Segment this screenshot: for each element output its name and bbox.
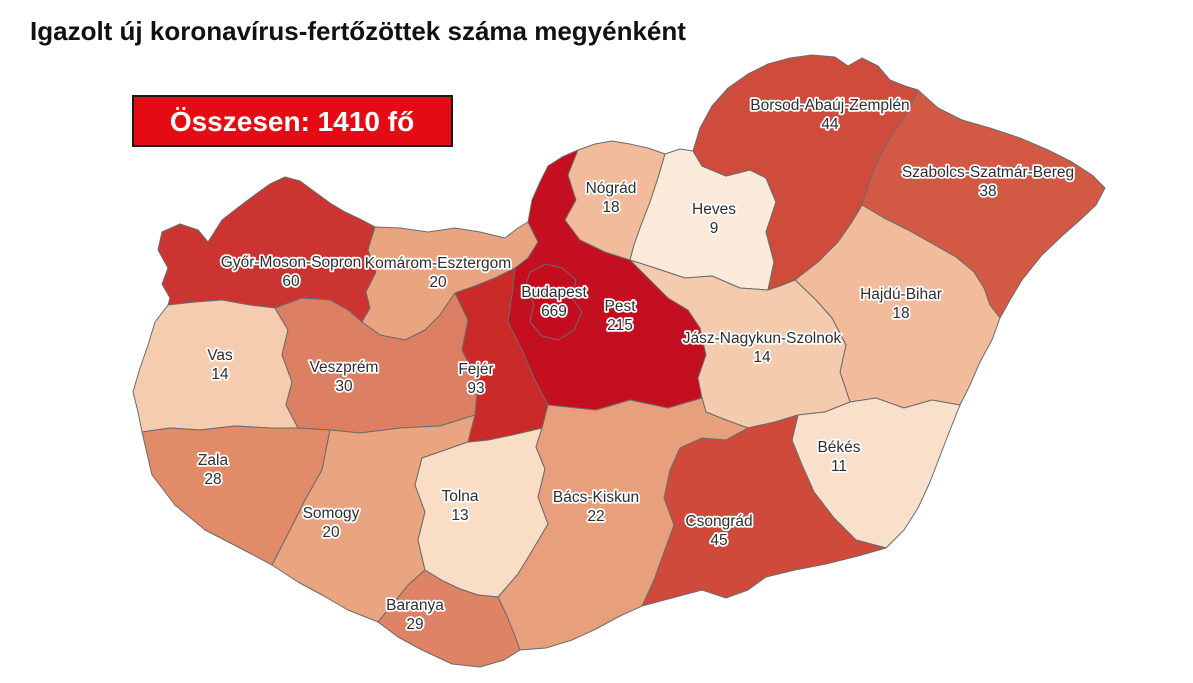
county-label-pest: Pest 215 (603, 296, 638, 336)
county-label-zala: Zala 28 (196, 450, 230, 490)
county-value: 11 (831, 458, 847, 475)
county-value: 18 (892, 305, 909, 322)
county-label-csongrad: Csongrád 45 (684, 511, 755, 551)
county-value: 13 (451, 507, 468, 524)
county-value: 14 (211, 366, 229, 383)
county-label-vas: Vas 14 (205, 345, 234, 385)
county-label-komarom-esztergom: Komárom-Esztergom 20 (363, 253, 513, 293)
county-label-heves: Heves 9 (690, 199, 738, 239)
county-value: 20 (322, 524, 340, 541)
county-name: Bács-Kiskun (553, 489, 639, 506)
county-name: Veszprém (310, 359, 379, 376)
county-value: 215 (607, 317, 633, 334)
county-name: Hajdú-Bihar (860, 286, 942, 303)
county-name: Nógrád (586, 180, 637, 197)
county-label-bekes: Békés 11 (816, 437, 863, 477)
county-value: 60 (282, 273, 300, 290)
county-label-tolna: Tolna 13 (440, 486, 481, 526)
county-shape-baranya (377, 569, 521, 668)
county-label-fejer: Fejér 93 (457, 359, 496, 399)
county-labels: Győr-Moson-Sopron 60 Komárom-Esztergom 2… (196, 95, 1076, 635)
county-value: 93 (467, 380, 484, 397)
county-name: Tolna (441, 488, 478, 505)
county-name: Vas (207, 347, 233, 364)
county-name: Jász-Nagykun-Szolnok (683, 330, 842, 347)
county-value: 44 (821, 116, 839, 133)
total-badge: Összesen: 1410 fő (132, 95, 453, 147)
page-title: Igazolt új koronavírus-fertőzöttek száma… (30, 16, 686, 46)
county-label-veszprem: Veszprém 30 (308, 357, 380, 397)
county-label-hajdu-bihar: Hajdú-Bihar 18 (858, 284, 943, 324)
county-value: 18 (602, 199, 619, 216)
total-badge-label: Összesen: 1410 fő (170, 106, 414, 137)
county-shape-szabolcs-szatmar-bereg (861, 89, 1106, 319)
county-name: Budapest (521, 284, 587, 301)
county-name: Baranya (386, 597, 444, 614)
county-name: Fejér (458, 361, 493, 378)
county-shape-gyor-moson-sopron (157, 176, 377, 323)
county-label-gyor-moson-sopron: Győr-Moson-Sopron 60 (219, 252, 363, 292)
county-value: 669 (541, 303, 567, 320)
county-name: Komárom-Esztergom (365, 255, 511, 272)
county-shape-bacs-kiskun (497, 397, 749, 651)
county-label-somogy: Somogy 20 (301, 503, 362, 543)
county-shape-budapest (524, 263, 583, 341)
total-badge-box (132, 95, 453, 147)
county-value: 9 (710, 220, 719, 237)
county-value: 38 (979, 183, 996, 200)
county-label-borsod-abauj-zemplen: Borsod-Abaúj-Zemplén 44 (749, 95, 912, 135)
county-value: 14 (753, 349, 771, 366)
county-label-nograd: Nógrád 18 (584, 178, 638, 218)
county-label-szabolcs-szatmar-bereg: Szabolcs-Szatmár-Bereg 38 (900, 162, 1076, 202)
county-label-baranya: Baranya 29 (384, 595, 446, 635)
county-name: Pest (604, 298, 636, 315)
county-label-jasz-nagykun-szolnok: Jász-Nagykun-Szolnok 14 (681, 328, 843, 368)
county-value: 45 (710, 532, 727, 549)
county-value: 20 (429, 274, 447, 291)
county-name: Borsod-Abaúj-Zemplén (750, 97, 909, 114)
county-label-budapest: Budapest 669 (520, 282, 590, 322)
county-value: 28 (204, 471, 221, 488)
county-name: Zala (198, 452, 229, 469)
county-name: Somogy (303, 505, 360, 522)
county-name: Szabolcs-Szatmár-Bereg (902, 164, 1074, 181)
county-name: Csongrád (685, 513, 752, 530)
county-value: 22 (587, 508, 604, 525)
county-shapes (132, 54, 1106, 668)
county-name: Békés (817, 439, 860, 456)
county-value: 30 (335, 378, 353, 395)
county-label-bacs-kiskun: Bács-Kiskun 22 (551, 487, 641, 527)
county-name: Győr-Moson-Sopron (221, 254, 361, 271)
county-name: Heves (692, 201, 736, 218)
county-value: 29 (406, 616, 423, 633)
